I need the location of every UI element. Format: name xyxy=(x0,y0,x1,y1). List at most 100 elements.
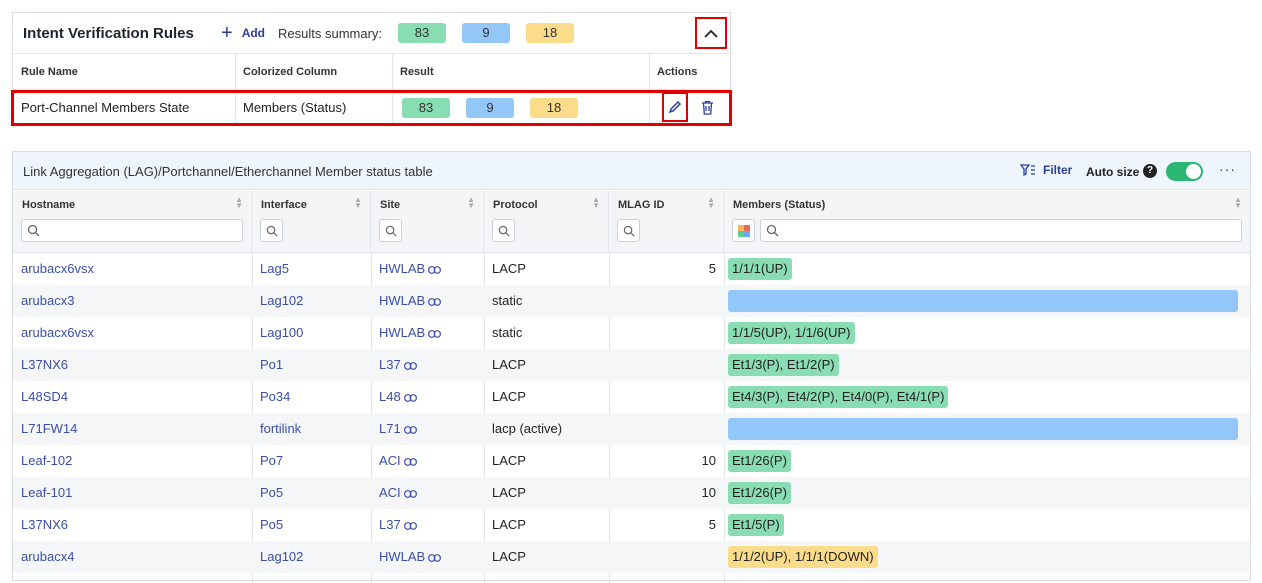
collapse-button[interactable] xyxy=(695,17,727,49)
interface-link[interactable]: Lag102 xyxy=(260,549,304,564)
sort-icon[interactable]: ▲ ▼ xyxy=(467,195,475,210)
protocol-cell: LACP xyxy=(492,453,526,468)
rules-title: Intent Verification Rules xyxy=(23,25,194,42)
search-icon xyxy=(623,225,635,237)
hostname-search-input[interactable] xyxy=(21,219,243,242)
result-yellow-badge: 18 xyxy=(530,98,578,118)
col-result: Result xyxy=(400,66,434,78)
results-summary-label: Results summary: xyxy=(278,26,383,41)
hostname-link[interactable]: arubacx6vsx xyxy=(21,325,94,340)
site-link[interactable]: ACI xyxy=(379,445,417,477)
table-row[interactable]: Leaf-101 Po5 ACI LACP 10 Et1/26(P) xyxy=(13,477,1250,509)
members-status-tag xyxy=(728,290,1238,312)
more-options-button[interactable]: ··· xyxy=(1219,161,1236,177)
filter-icon xyxy=(1020,164,1035,176)
filter-label: Filter xyxy=(1043,163,1073,177)
hostname-link[interactable]: L48SD4 xyxy=(21,389,68,404)
table-row[interactable]: arubacx3 Lag102 HWLAB static xyxy=(13,285,1250,317)
help-icon[interactable]: ? xyxy=(1143,164,1157,178)
sort-icon[interactable]: ▲ ▼ xyxy=(707,195,715,210)
interface-link[interactable]: Po34 xyxy=(260,389,291,404)
hostname-link[interactable]: L37NX6 xyxy=(21,517,68,532)
pencil-icon xyxy=(668,100,682,114)
hostname-link[interactable]: Leaf-102 xyxy=(21,453,73,468)
colorize-button[interactable] xyxy=(732,219,755,242)
interface-link[interactable]: Po5 xyxy=(260,517,284,532)
interface-link[interactable]: fortilink xyxy=(260,421,302,436)
col-header-mlag-id[interactable]: MLAG ID ▲ ▼ xyxy=(609,191,724,253)
site-link[interactable]: L48 xyxy=(379,381,417,413)
interface-link[interactable]: Lag5 xyxy=(260,261,289,276)
palette-icon xyxy=(737,224,750,237)
site-link[interactable]: L37 xyxy=(379,349,417,381)
link-icon xyxy=(428,329,442,338)
colorized-column-cell: Members (Status) xyxy=(243,100,347,115)
table-row[interactable]: arubacx4 Lag102 HWLAB LACP 1/1/2(UP), 1/1/1(… xyxy=(13,541,1250,573)
plus-icon: + xyxy=(221,22,233,44)
add-rule-button[interactable]: + Add xyxy=(221,22,265,44)
interface-link[interactable]: Lag100 xyxy=(260,325,304,340)
delete-rule-button[interactable] xyxy=(698,97,716,117)
hostname-link[interactable]: L71FW14 xyxy=(21,421,78,436)
rule-row[interactable]: Port-Channel Members State Members (Stat… xyxy=(11,90,732,126)
hostname-link[interactable]: L37NX6 xyxy=(21,357,68,372)
link-icon xyxy=(403,489,417,498)
mlag-id-cell xyxy=(609,413,716,445)
table-row[interactable]: L37NX6 Po1 L37 LACP Et1/3(P), Et1/2(P) xyxy=(13,349,1250,381)
col-header-interface[interactable]: Interface ▲ ▼ xyxy=(252,191,371,253)
mlag-id-cell xyxy=(609,541,716,573)
members-status-tag xyxy=(728,418,1238,440)
protocol-cell: static xyxy=(492,325,523,340)
table-row[interactable]: L71FW14 fortilink L71 lacp (active) xyxy=(13,413,1250,445)
mlag-id-cell xyxy=(609,349,716,381)
table-row[interactable]: Leaf-102 Po7 ACI LACP 10 Et1/26(P) xyxy=(13,445,1250,477)
site-link[interactable]: HWLAB xyxy=(379,285,442,317)
hostname-link[interactable]: arubacx4 xyxy=(21,549,75,564)
sort-icon[interactable]: ▲ ▼ xyxy=(1234,195,1242,210)
autosize-toggle[interactable] xyxy=(1166,162,1203,181)
interface-link[interactable]: Po7 xyxy=(260,453,284,468)
mlag-search-button[interactable] xyxy=(617,219,640,242)
sort-icon[interactable]: ▲ ▼ xyxy=(235,195,243,210)
site-label: L37 xyxy=(379,357,401,372)
intent-rules-panel: Intent Verification Rules + Add Results … xyxy=(11,12,732,126)
col-members-label: Members (Status) xyxy=(733,199,826,211)
protocol-search-button[interactable] xyxy=(492,219,515,242)
site-link[interactable]: HWLAB xyxy=(379,317,442,349)
edit-rule-button[interactable] xyxy=(662,92,688,122)
site-link[interactable]: L37 xyxy=(379,509,417,541)
members-status-tag: Et1/26(P) xyxy=(728,450,791,472)
sort-icon[interactable]: ▲ ▼ xyxy=(354,195,362,210)
search-icon xyxy=(498,225,510,237)
interface-link[interactable]: Po5 xyxy=(260,485,284,500)
members-search-input[interactable] xyxy=(760,219,1242,242)
site-link[interactable]: L71 xyxy=(379,413,417,445)
rules-header: Intent Verification Rules + Add Results … xyxy=(13,13,730,54)
table-row[interactable]: L37NX6 Po5 L37 LACP 5 Et1/5(P) xyxy=(13,509,1250,541)
table-row[interactable]: arubacx6vsx Lag100 HWLAB static 1/1/5(UP), 1… xyxy=(13,317,1250,349)
col-actions: Actions xyxy=(657,66,698,78)
interface-link[interactable]: Lag102 xyxy=(260,293,304,308)
members-status-tag: Et1/3(P), Et1/2(P) xyxy=(728,354,839,376)
interface-link[interactable]: Po1 xyxy=(260,357,284,372)
col-header-hostname[interactable]: Hostname ▲ ▼ xyxy=(13,191,252,253)
hostname-link[interactable]: arubacx3 xyxy=(21,293,75,308)
mlag-id-cell xyxy=(609,317,716,349)
filter-button[interactable]: Filter xyxy=(1020,163,1072,177)
hostname-link[interactable]: Leaf-101 xyxy=(21,485,73,500)
site-label: HWLAB xyxy=(379,325,426,340)
interface-search-button[interactable] xyxy=(260,219,283,242)
site-link[interactable]: ACI xyxy=(379,477,417,509)
col-header-members-status[interactable]: Members (Status) ▲ ▼ xyxy=(724,191,1250,253)
table-row[interactable]: arubacx6vsx Lag5 HWLAB LACP 5 1/1/1(UP) xyxy=(13,253,1250,285)
site-search-button[interactable] xyxy=(379,219,402,242)
col-header-protocol[interactable]: Protocol ▲ ▼ xyxy=(484,191,609,253)
col-header-site[interactable]: Site ▲ ▼ xyxy=(371,191,484,253)
sort-icon[interactable]: ▲ ▼ xyxy=(592,195,600,210)
table-row[interactable]: L48SD4 Po34 L48 LACP Et4/3(P), Et4/2(P), Et4… xyxy=(13,381,1250,413)
site-link[interactable]: HWLAB xyxy=(379,541,442,573)
site-link[interactable]: HWLAB xyxy=(379,253,442,285)
hostname-link[interactable]: arubacx6vsx xyxy=(21,261,94,276)
site-label: L48 xyxy=(379,389,401,404)
mlag-id-cell xyxy=(609,381,716,413)
